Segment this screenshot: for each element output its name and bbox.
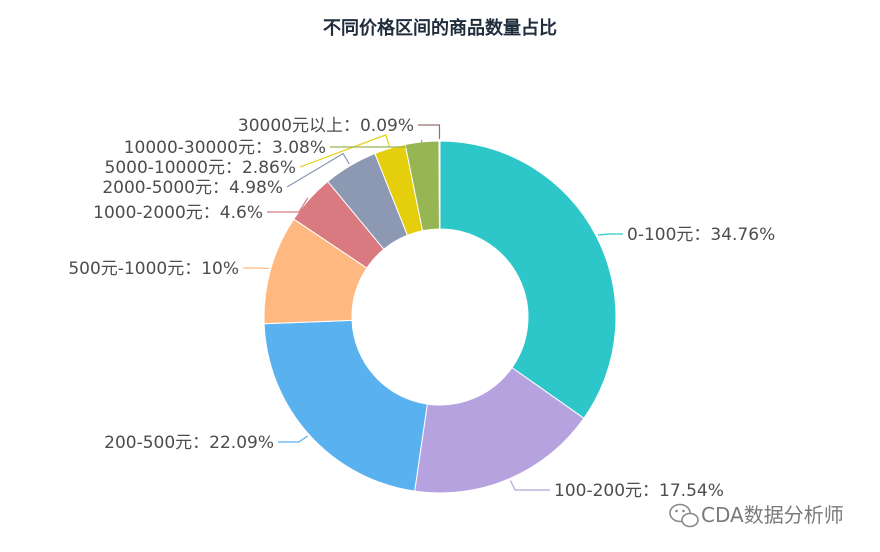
- slice-label-30000: 30000元以上：0.09%: [238, 116, 414, 136]
- slice-labels: 0-100元：34.76% 100-200元：17.54% 200-500元：22.…: [68, 116, 775, 501]
- watermark: CDA数据分析师: [669, 503, 844, 528]
- donut-slices: [263, 140, 617, 494]
- chart-title: 不同价格区间的商品数量占比: [323, 17, 557, 39]
- slice-200-500: [263, 319, 428, 492]
- slice-label-100-200: 100-200元：17.54%: [554, 481, 724, 501]
- slice-label-200-500: 200-500元：22.09%: [104, 433, 274, 453]
- slice-label-10000-30000: 10000-30000元：3.08%: [124, 138, 326, 158]
- slice-100-200: [414, 366, 585, 494]
- slice-label-0-100: 0-100元：34.76%: [627, 225, 775, 245]
- leader-line-500-1000: [243, 267, 269, 270]
- leader-line-5000-10000: [299, 134, 390, 168]
- watermark-text: CDA数据分析师: [701, 503, 844, 527]
- slice-label-5000-10000: 5000-10000元：2.86%: [105, 158, 296, 178]
- label-leader-lines: [243, 124, 623, 491]
- leader-line-100-200: [509, 480, 550, 491]
- wechat-icon: [669, 503, 699, 528]
- leader-line-0-100: [597, 233, 623, 236]
- slice-label-500-1000: 500元-1000元：10%: [68, 259, 239, 279]
- leader-line-1000-2000: [267, 197, 309, 213]
- leader-line-2000-5000: [286, 152, 350, 188]
- slice-label-2000-5000: 2000-5000元：4.98%: [102, 178, 283, 198]
- leader-line-200-500: [278, 435, 308, 443]
- leader-line-10000-30000: [330, 139, 423, 148]
- slice-0-100: [439, 140, 617, 419]
- slice-30000: [438, 140, 441, 230]
- slice-label-1000-2000: 1000-2000元：4.6%: [93, 203, 263, 223]
- leader-line-30000: [418, 124, 441, 140]
